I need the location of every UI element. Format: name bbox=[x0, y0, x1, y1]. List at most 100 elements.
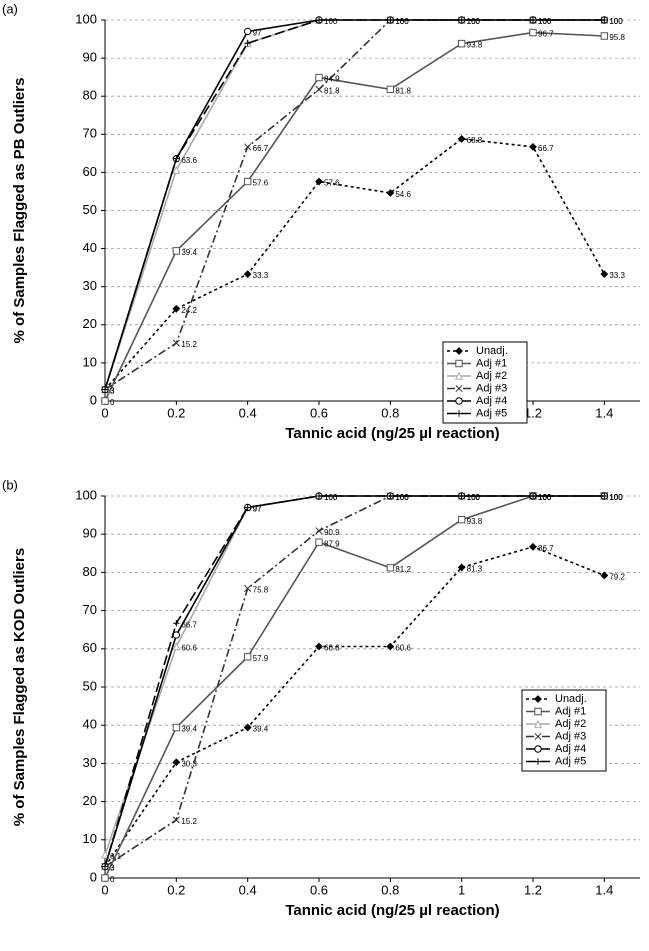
data-point bbox=[172, 165, 181, 174]
legend-label: Adj #2 bbox=[555, 718, 586, 730]
data-label: 15.2 bbox=[181, 340, 197, 349]
y-tick-label: 60 bbox=[83, 640, 97, 655]
data-point bbox=[243, 653, 252, 661]
data-point bbox=[243, 27, 252, 36]
data-point bbox=[601, 16, 608, 24]
y-tick-label: 70 bbox=[83, 126, 97, 141]
series-line bbox=[104, 495, 605, 879]
x-tick-label: 1.2 bbox=[524, 405, 542, 420]
data-label: 97 bbox=[253, 505, 262, 514]
data-point bbox=[387, 492, 394, 500]
data-label: 100 bbox=[395, 493, 409, 502]
y-tick-label: 100 bbox=[75, 11, 97, 26]
y-tick-label: 60 bbox=[83, 164, 97, 179]
data-label: 96.7 bbox=[538, 30, 554, 39]
data-label: 100 bbox=[467, 17, 481, 26]
data-point bbox=[101, 397, 109, 405]
y-tick-label: 40 bbox=[83, 717, 97, 732]
x-axis-title: Tannic acid (ng/25 µl reaction) bbox=[285, 425, 499, 442]
x-tick-label: 1.2 bbox=[524, 882, 542, 897]
data-label: 100 bbox=[395, 493, 409, 502]
data-point bbox=[101, 386, 109, 393]
data-label: 57.9 bbox=[253, 654, 269, 663]
y-tick-label: 30 bbox=[83, 755, 97, 770]
legend-marker bbox=[534, 707, 542, 716]
data-point bbox=[172, 339, 180, 347]
data-label: 100 bbox=[609, 493, 623, 502]
x-tick-label: 1.4 bbox=[595, 405, 613, 420]
data-point bbox=[315, 177, 323, 186]
data-label: 60.6 bbox=[395, 644, 411, 653]
data-label: 100 bbox=[609, 17, 623, 26]
data-point bbox=[101, 874, 109, 882]
data-label: 75.8 bbox=[253, 586, 269, 595]
data-label: 100 bbox=[538, 493, 552, 502]
series-line bbox=[104, 495, 605, 868]
data-point bbox=[386, 564, 395, 572]
y-tick-label: 50 bbox=[83, 678, 97, 693]
legend-marker bbox=[534, 758, 542, 765]
data-point bbox=[457, 515, 466, 524]
legend-label: Adj #4 bbox=[555, 743, 586, 755]
data-label: 0 bbox=[110, 875, 115, 884]
legend-marker bbox=[454, 371, 464, 380]
y-tick-label: 100 bbox=[75, 487, 97, 502]
data-label: 39.4 bbox=[181, 725, 197, 734]
data-point bbox=[529, 542, 537, 551]
data-label: 84.9 bbox=[324, 75, 340, 84]
legend-label: Adj #1 bbox=[555, 705, 586, 717]
data-point bbox=[315, 492, 323, 500]
legend-marker bbox=[455, 410, 463, 417]
data-label: 66.7 bbox=[181, 620, 197, 629]
data-label: 39.4 bbox=[181, 248, 197, 257]
data-label: 100 bbox=[324, 493, 338, 502]
data-label: 33.3 bbox=[609, 271, 625, 280]
data-label: 63.6 bbox=[181, 156, 197, 165]
legend-marker bbox=[534, 745, 542, 753]
data-label: 81.3 bbox=[467, 565, 483, 574]
legend-marker bbox=[455, 384, 463, 393]
data-label: 100 bbox=[538, 17, 552, 26]
data-point bbox=[244, 143, 252, 151]
data-point bbox=[172, 758, 181, 767]
data-point bbox=[244, 40, 251, 47]
data-point bbox=[529, 492, 537, 500]
data-point bbox=[244, 584, 252, 592]
series-line bbox=[104, 19, 605, 390]
data-label: 97 bbox=[253, 505, 262, 514]
series-line bbox=[104, 495, 605, 855]
data-label: 0 bbox=[110, 398, 115, 407]
x-tick-label: 0.4 bbox=[239, 405, 257, 420]
data-point bbox=[172, 247, 181, 255]
data-label: 90.9 bbox=[324, 528, 340, 537]
data-label: 68.8 bbox=[467, 136, 483, 145]
data-label: 100 bbox=[395, 493, 409, 502]
y-axis-title: % of Samples Flagged as KOD Outliers bbox=[11, 548, 28, 826]
panel-label: (b) bbox=[2, 477, 18, 492]
data-label: 33.3 bbox=[253, 271, 269, 280]
x-tick-label: 0.8 bbox=[381, 882, 399, 897]
data-point bbox=[386, 189, 395, 197]
data-point bbox=[386, 85, 395, 94]
data-point bbox=[315, 527, 323, 535]
data-label: 100 bbox=[324, 493, 338, 502]
data-label: 66.7 bbox=[538, 144, 554, 153]
data-label: 100 bbox=[467, 17, 481, 26]
legend-label: Adj #3 bbox=[476, 382, 507, 394]
data-point bbox=[457, 563, 466, 572]
data-point bbox=[600, 571, 609, 580]
legend-label: Adj #4 bbox=[476, 395, 507, 407]
series-line bbox=[104, 495, 605, 867]
data-label: 100 bbox=[395, 17, 409, 26]
data-point bbox=[100, 850, 110, 859]
y-tick-label: 30 bbox=[83, 278, 97, 293]
data-point bbox=[601, 492, 608, 500]
panel-label: (a) bbox=[2, 1, 18, 16]
x-tick-label: 0.6 bbox=[310, 882, 328, 897]
data-label: 81.8 bbox=[395, 86, 411, 95]
data-point bbox=[244, 504, 251, 511]
data-label: 3 bbox=[110, 864, 115, 873]
data-point bbox=[101, 863, 109, 870]
data-point bbox=[457, 134, 466, 143]
